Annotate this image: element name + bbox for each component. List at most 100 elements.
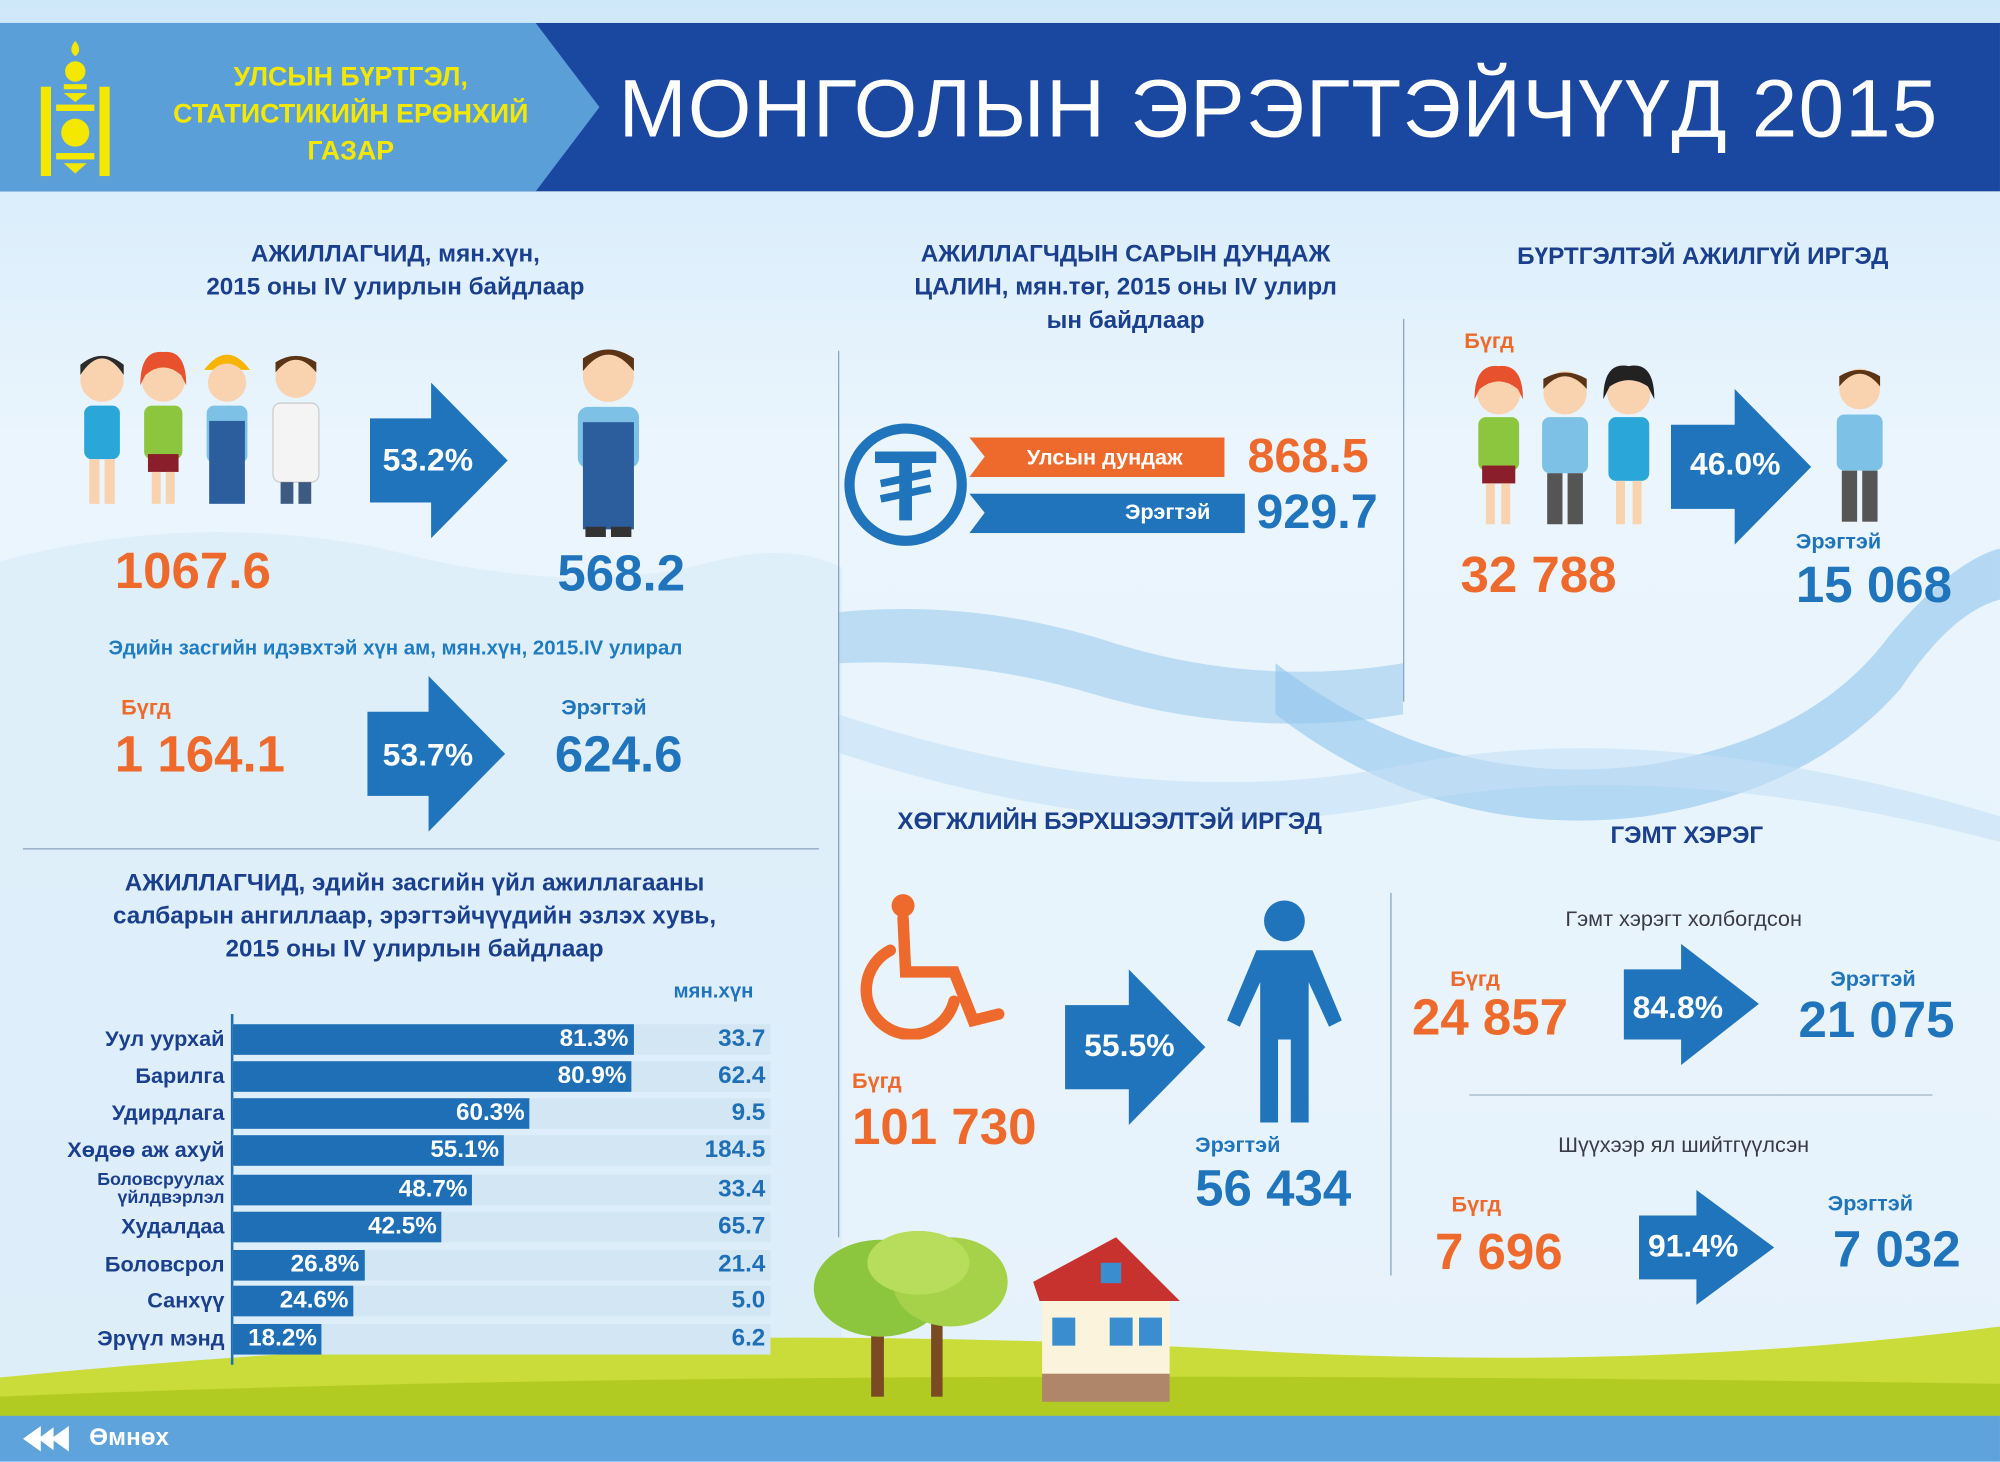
salary-title: АЖИЛЛАГЧДЫН САРЫН ДУНДАЖ ЦАЛИН, мян.төг,… [842,239,1410,338]
crime-involved-subtitle: Гэмт хэрэгт холбогдсон [1565,906,1802,932]
bar-category-label: Худалдаа [121,1214,225,1239]
divider [1390,892,1392,1276]
crime-title: ГЭМТ ХЭРЭГ [1610,822,1764,850]
bar-count-label: 184.5 [704,1136,766,1164]
men-label: Эрэгтэй [1830,966,1916,992]
bar [232,1249,365,1281]
bar-count-label: 33.7 [718,1025,766,1053]
tugrik-icon [844,423,967,546]
person-icon [1227,900,1342,1123]
men-salary-label: Эрэгтэй [1124,499,1211,525]
employed-men: 568.2 [557,545,686,603]
active-pop-subtitle: Эдийн засгийн идэвхтэй хүн ам, мян.хүн, … [108,637,683,660]
unemployed-percent: 46.0% [1690,446,1781,483]
total-label: Бүгд [852,1068,902,1094]
bar-category-label: Эрүүл мэнд [97,1326,225,1351]
man-icon [1836,368,1883,522]
bar-count-label: 65.7 [718,1213,766,1240]
disabled-title: ХӨГЖЛИЙН БЭРХШЭЭЛТЭЙ ИРГЭД [897,808,1322,836]
men-bar [969,493,1245,534]
divider [1469,1094,1933,1096]
title-line: салбарын ангиллаар, эрэгтэйчүүдийн эзлэх… [112,903,717,930]
arrow-icon [1670,389,1812,545]
bar-value-label: 48.7% [398,1176,468,1203]
unit-label: мян.хүн [673,980,754,1003]
bar-track: 80.9% 62.4 [232,1061,771,1092]
arrow-icon [367,676,506,832]
page-title: МОНГОЛЫН ЭРЭГТЭЙЧҮҮД 2015 [618,62,1939,155]
title-line: ЦАЛИН, мян.төг, 2015 оны IV улирл [914,274,1337,302]
unemployed-men: 15 068 [1795,557,1952,614]
wheelchair-icon [860,894,1005,1040]
total-label: Бүгд [1450,966,1500,992]
bar-track: 60.3% 9.5 [232,1098,771,1129]
bar-track: 18.2% 6.2 [232,1323,771,1355]
bar [232,1135,505,1166]
workers-group-icon [80,351,320,504]
employed-percent: 53.2% [382,442,474,479]
bar [232,1024,634,1055]
footer-bar [0,1415,2000,1462]
bar-count-label: 9.5 [731,1099,766,1127]
bar-category-label: Санхүү [147,1288,225,1313]
bar [232,1098,530,1129]
active-pop-men: 624.6 [554,727,683,784]
title-line: 2015 оны IV улирлын байдлаар [225,936,604,964]
employed-title: АЖИЛЛАГЧИД, мян.хүн, 2015 оны IV улирлын… [77,239,715,305]
sectors-title: АЖИЛЛАГЧИД, эдийн засгийн үйл ажиллагаан… [32,867,797,966]
disabled-total: 101 730 [852,1099,1037,1156]
disabled-percent: 55.5% [1084,1028,1175,1064]
bar [232,1285,354,1317]
unemployed-total: 32 788 [1460,547,1617,604]
arrow-icon [369,382,508,539]
trees-house-illustration [813,1230,1180,1402]
bar [232,1174,473,1206]
men-label: Эрэгтэй [561,695,647,720]
national-bar [969,437,1225,478]
man-worker-icon [577,349,640,537]
org-line: ГАЗАР [307,136,395,166]
bar-category-label: Барилга [135,1063,225,1089]
bar-category-label: Хөдөө аж ахуй [67,1137,225,1162]
bar-value-label: 42.5% [368,1213,437,1240]
men-label: Эрэгтэй [1827,1191,1914,1216]
title-line: АЖИЛЛАГЧИД, мян.хүн, [250,241,540,268]
back-button[interactable]: Өмнөх [22,1422,169,1455]
arrow-icon [1065,969,1206,1125]
bar-count-label: 62.4 [718,1062,766,1090]
crime-sentenced-total: 7 696 [1434,1224,1563,1281]
crime-involved-total: 24 857 [1411,989,1569,1046]
bar-value-label: 18.2% [248,1325,317,1353]
bar-value-label: 60.3% [455,1099,525,1127]
men-label: Эрэгтэй [1195,1132,1281,1157]
arrow-icon [1623,943,1759,1066]
bar-track: 81.3% 33.7 [232,1024,771,1055]
employed-total: 1067.6 [114,543,271,600]
people-group-icon [1474,365,1655,525]
bar-count-label: 5.0 [731,1286,766,1314]
soyombo-emblem-icon [40,40,110,177]
bar-value-label: 24.6% [279,1286,349,1314]
total-label: Бүгд [1464,329,1514,354]
back-label: Өмнөх [89,1424,169,1452]
divider [1403,318,1405,702]
national-salary: 868.5 [1247,429,1369,484]
bar-count-label: 21.4 [718,1251,766,1279]
bar-category-label: Боловсруулах үйлдвэрлэл [97,1168,225,1207]
unemployed-title: БҮРТГЭЛТЭЙ АЖИЛГҮЙ ИРГЭД [1517,243,1889,271]
title-line: 2015 оны IV улирлын байдлаар [206,274,585,302]
bar-category-label: Боловсрол [104,1252,225,1277]
disabled-men: 56 434 [1195,1160,1352,1217]
org-line: СТАТИСТИКИЙН ЕРӨНХИЙ [173,99,529,129]
bar-track: 42.5% 65.7 [232,1211,771,1243]
bar-category-label: Удирдлага [111,1100,225,1125]
divider [22,848,819,850]
crime-sentenced-subtitle: Шүүхээр ял шийтгүүлсэн [1558,1132,1810,1157]
men-label: Эрэгтэй [1795,529,1882,554]
arrow-icon [1639,1190,1775,1305]
crime-sentenced-percent: 91.4% [1647,1228,1739,1265]
bar-count-label: 33.4 [718,1176,766,1203]
active-pop-percent: 53.7% [382,737,474,773]
bar-track: 55.1% 184.5 [232,1135,771,1166]
